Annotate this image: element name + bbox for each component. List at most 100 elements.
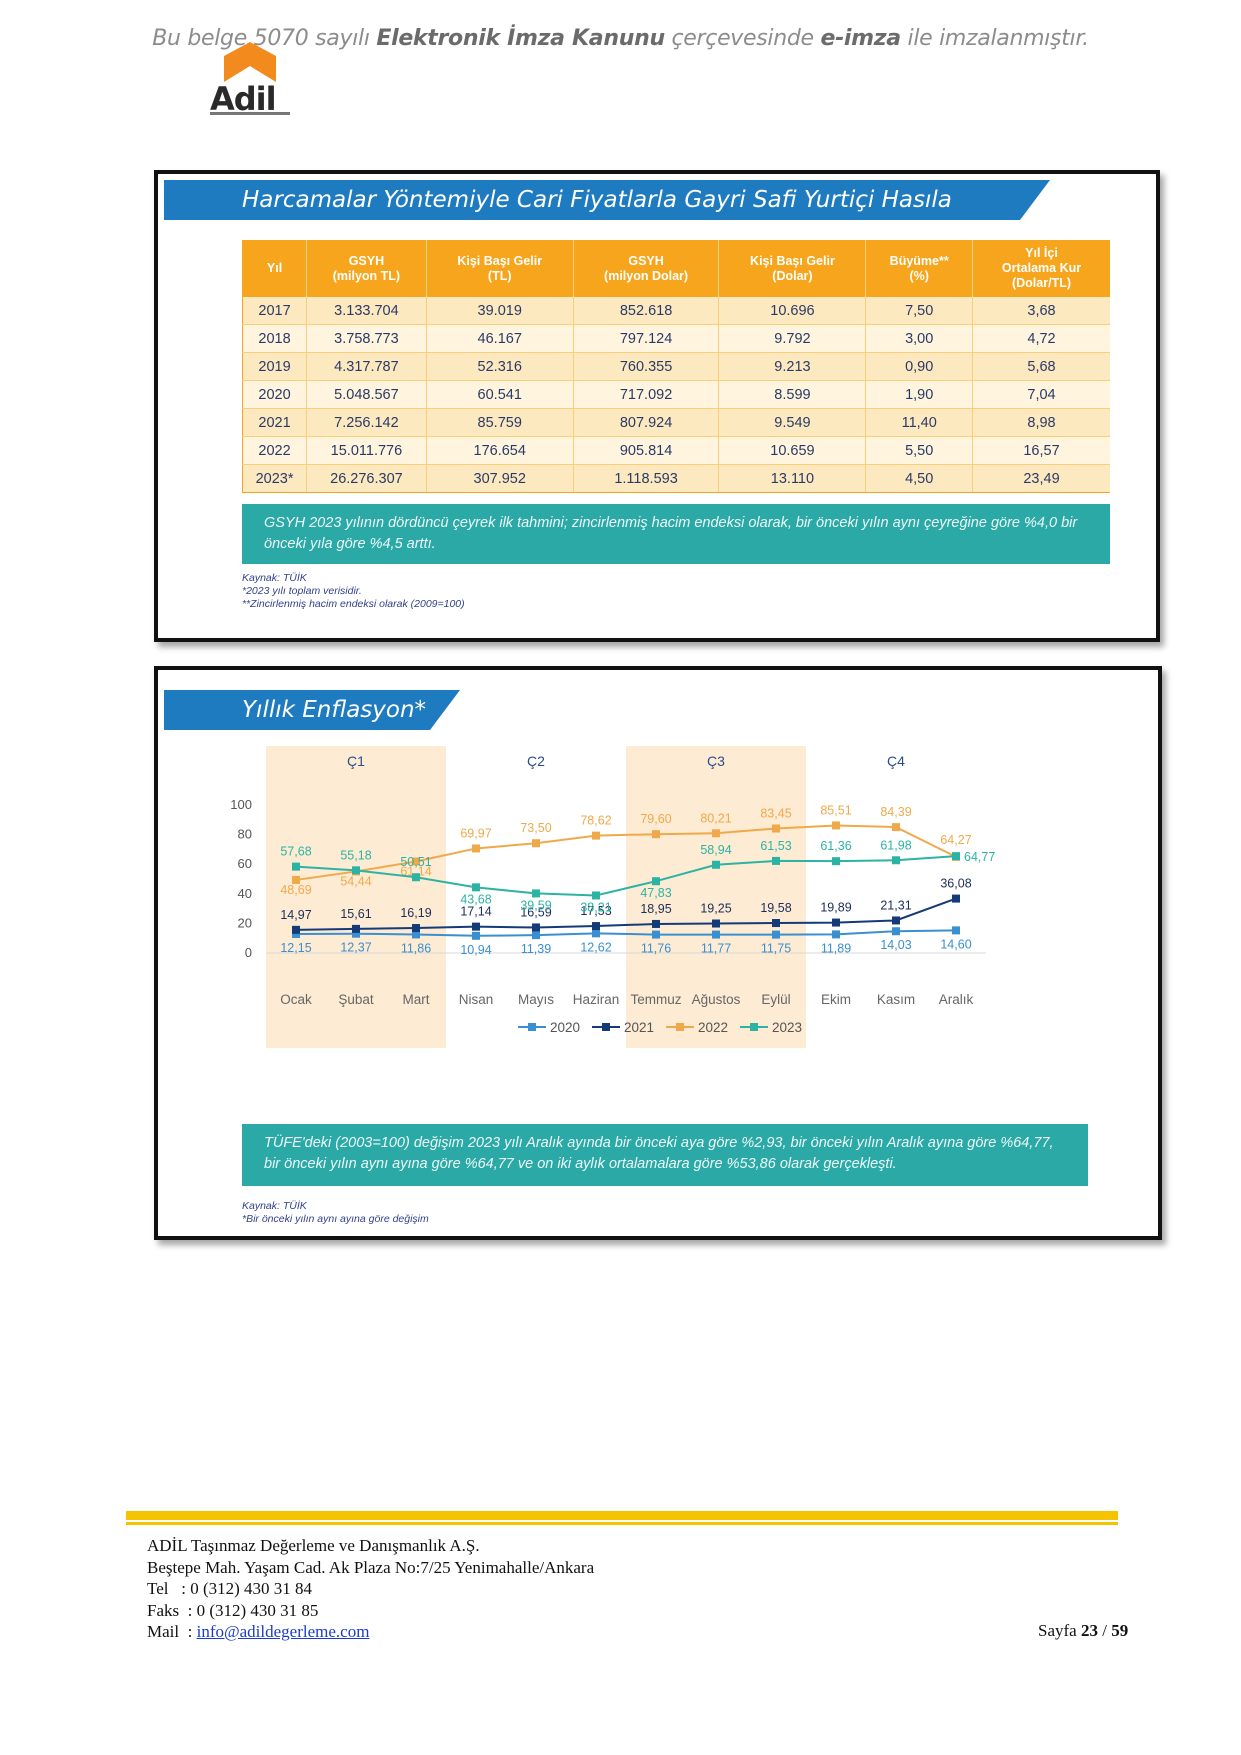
data-label-2022: 83,45	[760, 806, 791, 820]
gdp-cell: 10.696	[718, 297, 866, 325]
gdp-cell: 2019	[241, 352, 307, 381]
data-point-2023	[772, 856, 780, 865]
data-point-2022	[472, 844, 480, 853]
gdp-cell: 760.355	[572, 352, 719, 381]
logo-wordmark: Adil	[210, 80, 277, 118]
data-point-2020	[532, 931, 540, 940]
gdp-cell: 3.133.704	[306, 297, 427, 325]
gdp-table-header: Yıl GSYH (milyon TL) Kişi Başı Gelir (TL) G…	[241, 240, 1110, 297]
data-point-2020	[592, 929, 600, 938]
footer-divider-thin	[126, 1522, 1118, 1525]
gdp-cell: 5.048.567	[306, 380, 427, 409]
data-point-2023	[832, 857, 840, 866]
data-point-2023	[952, 852, 960, 861]
signature-text: Bu belge 5070 sayılı	[152, 26, 377, 51]
gdp-header-cell: Yıl	[241, 240, 307, 297]
data-point-2022	[412, 857, 420, 866]
data-label-2021: 16,19	[400, 906, 431, 920]
series-line-2021	[295, 897, 957, 931]
data-point-2021	[652, 919, 660, 928]
gdp-cell: 7.256.142	[306, 408, 427, 437]
inflation-note: TÜFE'deki (2003=100) değişim 2023 yılı A…	[242, 1124, 1088, 1186]
data-point-2021	[532, 923, 540, 932]
data-point-2023	[892, 856, 900, 865]
gdp-cell: 2022	[241, 436, 307, 465]
data-point-2021	[292, 925, 300, 934]
x-tick-label: Şubat	[338, 992, 374, 1007]
gdp-header-cell: Kişi Başı Gelir (TL)	[425, 240, 574, 297]
gdp-cell: 717.092	[572, 380, 719, 409]
x-tick-label: Nisan	[459, 992, 494, 1007]
gdp-cell: 3,00	[865, 324, 973, 353]
data-label-2023: 64,77	[964, 850, 995, 864]
data-label-2020: 12,15	[280, 941, 311, 955]
gdp-panel: Harcamalar Yöntemiyle Cari Fiyatlarla Ga…	[154, 170, 1160, 642]
quarter-shade	[266, 746, 446, 1048]
data-point-2021	[952, 894, 960, 903]
legend-marker-2020	[528, 1023, 536, 1031]
data-label-2022: 78,62	[580, 814, 611, 828]
data-point-2023	[592, 891, 600, 900]
data-label-2020: 12,62	[580, 940, 611, 954]
gdp-cell: 60.541	[425, 380, 574, 409]
data-point-2020	[652, 930, 660, 939]
gdp-cell: 0,90	[865, 352, 973, 381]
gdp-source-line: *2023 yılı toplam verisidir.	[242, 585, 362, 597]
data-label-2023: 58,94	[700, 843, 731, 857]
data-label-2021: 14,97	[280, 908, 311, 922]
data-point-2020	[952, 926, 960, 935]
tel-value: 0 (312) 430 31 84	[190, 1579, 313, 1598]
data-label-2021: 18,95	[640, 902, 671, 916]
data-point-2020	[412, 930, 420, 939]
legend-label: 2023	[772, 1020, 802, 1035]
legend-marker-2021	[602, 1023, 610, 1031]
data-label-2020: 11,77	[701, 942, 731, 956]
x-tick-label: Mart	[403, 992, 430, 1007]
data-label-2022: 64,27	[940, 833, 971, 847]
data-point-2020	[772, 930, 780, 939]
data-point-2022	[712, 829, 720, 838]
quarter-label: Ç4	[887, 753, 905, 769]
data-label-2020: 14,60	[940, 937, 971, 951]
gdp-cell: 46.167	[425, 324, 574, 353]
gdp-cell: 7,50	[865, 297, 973, 325]
data-label-2021: 19,89	[820, 901, 851, 915]
data-point-2023	[532, 889, 540, 898]
data-label-2023: 61,36	[820, 839, 851, 853]
x-tick-label: Ekim	[821, 992, 851, 1007]
data-point-2023	[472, 883, 480, 892]
fax-value: 0 (312) 430 31 85	[196, 1600, 319, 1620]
gdp-header-cell: GSYH (milyon TL)	[306, 240, 427, 297]
page-separator: /	[1097, 1621, 1112, 1640]
data-label-2021: 17,53	[580, 904, 611, 918]
data-point-2021	[832, 918, 840, 927]
data-point-2021	[712, 919, 720, 928]
table-row: 2022 15.011.776 176.654 905.814 10.659 5,50 16…	[241, 436, 1110, 465]
mail-link[interactable]: info@adildegerleme.com	[196, 1622, 370, 1641]
gdp-cell: 7,04	[972, 380, 1110, 409]
data-point-2023	[352, 866, 360, 875]
x-tick-label: Mayıs	[518, 992, 554, 1007]
gdp-cell: 1,90	[865, 380, 973, 409]
data-label-2023: 39,59	[520, 898, 551, 912]
data-point-2020	[472, 931, 480, 940]
data-point-2022	[292, 875, 300, 884]
data-point-2023	[652, 877, 660, 886]
data-point-2021	[472, 922, 480, 931]
series-line-2023	[295, 855, 957, 897]
page-total: 59	[1111, 1621, 1129, 1640]
data-label-2023: 38,21	[580, 900, 611, 914]
gdp-cell: 4.317.787	[306, 352, 427, 381]
data-label-2022: 61,14	[400, 865, 431, 879]
y-tick-label: 20	[238, 915, 252, 930]
data-label-2022: 80,21	[700, 811, 731, 825]
gdp-cell: 5,68	[972, 352, 1110, 381]
gdp-header-cell: Büyüme** (%)	[865, 240, 973, 297]
gdp-cell: 5,50	[865, 436, 973, 465]
data-label-2020: 11,76	[641, 942, 671, 956]
footer-address: Beştepe Mah. Yaşam Cad. Ak Plaza No:7/25…	[147, 1557, 595, 1577]
signature-text-end: ile imzalanmıştır.	[900, 26, 1090, 51]
x-tick-label: Ağustos	[692, 992, 741, 1007]
inflation-panel: Yıllık Enflasyon* Ç1 Ç2 Ç3 Ç4 0 20 40 60 80 100 Oc…	[154, 666, 1162, 1240]
data-label-2020: 11,39	[521, 942, 551, 956]
